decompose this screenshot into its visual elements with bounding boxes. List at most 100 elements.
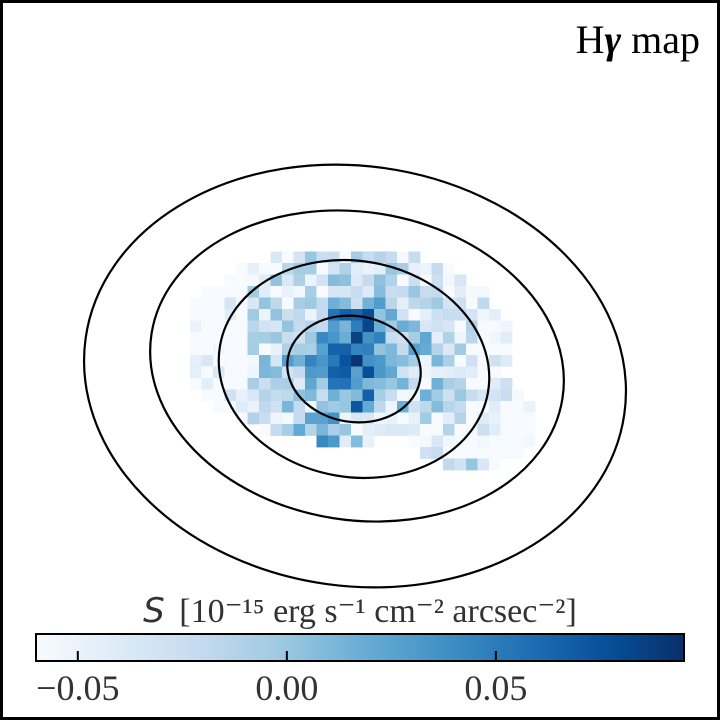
heatmap-cell (236, 286, 248, 298)
heatmap-cell (236, 378, 248, 390)
heatmap-cell (431, 286, 444, 298)
heatmap-cell (247, 332, 260, 344)
heatmap-cell (305, 332, 317, 344)
heatmap-cell (385, 286, 398, 298)
heatmap-cell (351, 286, 363, 298)
heatmap-cell (270, 343, 283, 356)
heatmap-cell (385, 401, 398, 413)
heatmap-cell (351, 274, 363, 287)
heatmap-cell (397, 343, 409, 356)
heatmap-cell (351, 297, 363, 310)
heatmap-cell (454, 401, 467, 413)
heatmap-cell (431, 378, 444, 390)
heatmap-cell (224, 343, 237, 356)
heatmap-cell (201, 297, 214, 310)
heatmap-cell (489, 412, 501, 425)
heatmap-cell (431, 355, 444, 367)
heatmap-cell (247, 309, 260, 321)
heatmap-cell (362, 412, 375, 425)
heatmap-cell (466, 286, 478, 298)
heatmap-cell (523, 435, 536, 448)
heatmap-cell (270, 251, 283, 264)
heatmap-cell (328, 251, 340, 264)
heatmap-cell (351, 389, 363, 402)
heatmap-cell (466, 447, 478, 459)
heatmap-cell (512, 412, 524, 425)
heatmap-cell (282, 424, 294, 436)
heatmap-cell (293, 263, 306, 275)
heatmap-cell (259, 401, 271, 413)
heatmap-cell (293, 355, 306, 367)
heatmap-cell (316, 274, 329, 287)
heatmap-cell (374, 401, 386, 413)
heatmap-cell (443, 263, 455, 275)
heatmap-cell (431, 401, 444, 413)
heatmap-cell (224, 378, 237, 390)
heatmap-cell (420, 424, 432, 436)
heatmap-cell (339, 389, 352, 402)
heatmap-cell (293, 251, 306, 264)
heatmap-cell (213, 389, 225, 402)
heatmap-cell (431, 343, 444, 356)
heatmap-cell (385, 412, 398, 425)
heatmap-cell (500, 378, 513, 390)
heatmap-cell (385, 263, 398, 275)
heatmap-cell (328, 309, 340, 321)
heatmap-cell (466, 458, 478, 471)
heatmap-cell (247, 320, 260, 333)
heatmap-cell (328, 286, 340, 298)
heatmap-cell (316, 424, 329, 436)
heatmap-cell (190, 320, 202, 333)
heatmap-cell (420, 412, 432, 425)
heatmap-cell (374, 355, 386, 367)
heatmap-cell (362, 366, 375, 379)
map-title-prefix: H (575, 17, 605, 62)
heatmap-cell (259, 286, 271, 298)
heatmap-cell (328, 320, 340, 333)
heatmap-cell (466, 309, 478, 321)
heatmap-cell (270, 286, 283, 298)
heatmap-cell (305, 412, 317, 425)
colorbar-label-units: [10⁻¹⁵ erg s⁻¹ cm⁻² arcsec⁻²] (179, 593, 577, 630)
heatmap-cell (282, 401, 294, 413)
heatmap-cell (420, 389, 432, 402)
heatmap-cell (213, 286, 225, 298)
heatmap-cell (466, 378, 478, 390)
heatmap-cell (443, 309, 455, 321)
heatmap-cell (500, 320, 513, 333)
colorbar-label-symbol: S (143, 591, 165, 631)
heatmap-cell (351, 355, 363, 367)
heatmap-cell (397, 286, 409, 298)
heatmap-cell (339, 424, 352, 436)
heatmap-cell (339, 412, 352, 425)
heatmap-cell (477, 286, 490, 298)
heatmap-cell (385, 309, 398, 321)
heatmap-cell (466, 366, 478, 379)
heatmap-cell (420, 401, 432, 413)
heatmap-cell (420, 447, 432, 459)
contour-lines (82, 163, 628, 589)
heatmap-cell (236, 366, 248, 379)
heatmap-cell (512, 447, 524, 459)
heatmap-cell (282, 332, 294, 344)
heatmap-cell (236, 297, 248, 310)
heatmap-cell (443, 424, 455, 436)
heatmap-cell (316, 366, 329, 379)
heatmap-cell (270, 297, 283, 310)
heatmap-cell (477, 424, 490, 436)
heatmap-cell (489, 320, 501, 333)
heatmap-cell (431, 274, 444, 287)
heatmap-cell (477, 412, 490, 425)
heatmap-cell (431, 263, 444, 275)
heatmap-cell (362, 320, 375, 333)
heatmap-cell (282, 297, 294, 310)
heatmap-cell (282, 286, 294, 298)
heatmap-cell (293, 332, 306, 344)
heatmap-cell (408, 251, 421, 264)
heatmap-cell (293, 309, 306, 321)
heatmap-cell (316, 378, 329, 390)
heatmap-cell (270, 401, 283, 413)
heatmap-cell (236, 412, 248, 425)
heatmap-cell (397, 378, 409, 390)
heatmap-cell (431, 412, 444, 425)
